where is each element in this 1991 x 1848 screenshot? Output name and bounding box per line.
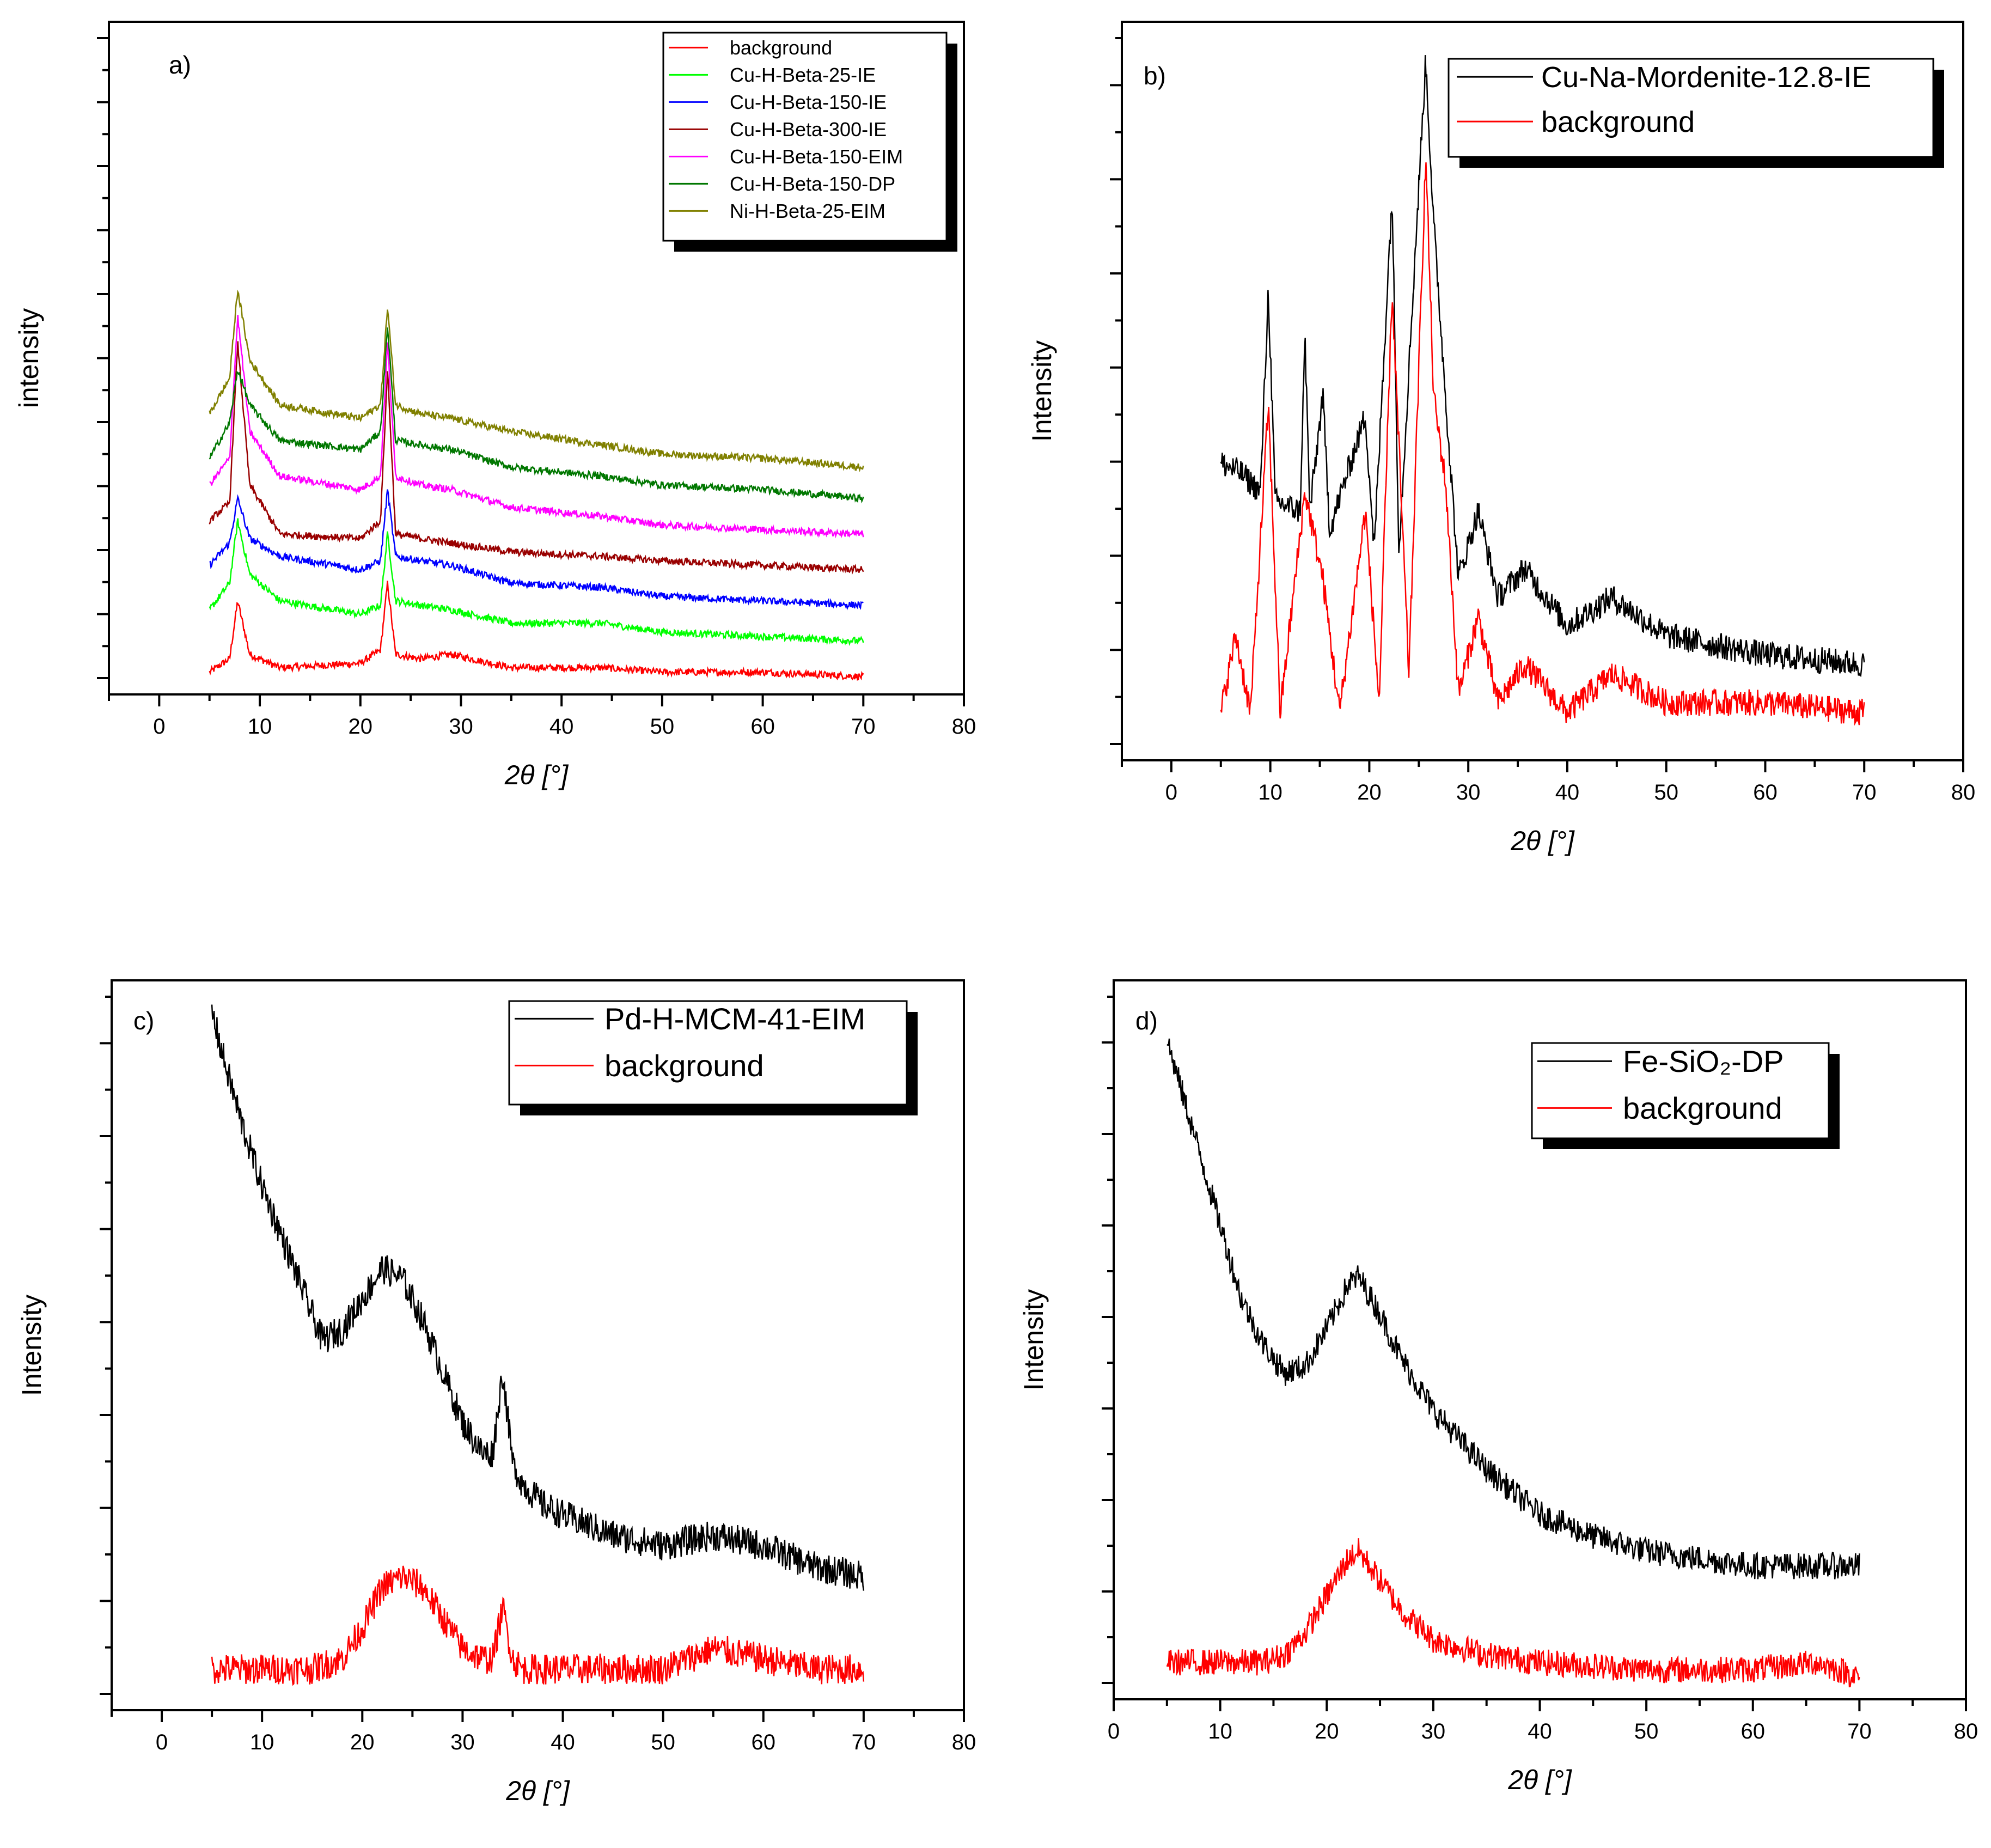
legend-entry: Cu-H-Beta-300-IE — [730, 118, 887, 141]
series-line-cu-na-mordenite-12-8-ie — [1220, 55, 1865, 677]
legend-entry: Cu-H-Beta-150-EIM — [730, 145, 903, 168]
legend-entry: background — [604, 1048, 764, 1083]
x-tick-label: 40 — [1528, 1719, 1552, 1743]
y-axis-title: Intensity — [1018, 1289, 1049, 1390]
x-tick-label: 70 — [1847, 1719, 1872, 1743]
series-line-background — [209, 581, 864, 681]
x-tick-label: 20 — [1357, 780, 1382, 804]
x-tick-label: 10 — [248, 715, 272, 739]
x-tick-label: 60 — [750, 715, 775, 739]
x-tick-label: 30 — [450, 1730, 475, 1754]
x-tick-label: 20 — [350, 1730, 375, 1754]
legend: Fe-SiO₂-DP background — [1531, 1042, 1840, 1149]
legend: background Cu-H-Beta-25-IE Cu-H-Beta-150-I… — [662, 32, 957, 252]
panel-d: 0 10 20 30 40 50 60 70 80 2θ [°] Intensity d) Fe-SiO… — [1018, 979, 1978, 1795]
plot-frame — [111, 979, 965, 1711]
legend-box — [662, 32, 948, 242]
panel-c: 0 10 20 30 40 50 60 70 80 2θ [°] Intensity c) Pd-H-M… — [16, 979, 976, 1806]
legend: Pd-H-MCM-41-EIM background — [508, 1000, 918, 1115]
series-line-background — [211, 1565, 865, 1686]
series-line-cu-h-beta-150-ie — [209, 489, 864, 611]
legend-entry: Cu-H-Beta-150-IE — [730, 91, 887, 113]
x-tick-label: 70 — [851, 715, 876, 739]
y-axis-title: Intensity — [16, 1295, 47, 1396]
series-line-cu-h-beta-25-ie — [209, 518, 864, 647]
x-tick-label: 20 — [349, 715, 373, 739]
panel-label: c) — [133, 1007, 154, 1035]
x-tick-label: 70 — [852, 1730, 876, 1754]
x-tick-label: 0 — [153, 715, 165, 739]
x-tick-label: 0 — [156, 1730, 168, 1754]
legend: Cu-Na-Mordenite-12.8-IE background — [1448, 58, 1944, 168]
legend-entry: Cu-H-Beta-150-DP — [730, 173, 895, 195]
legend-entry: background — [730, 36, 832, 59]
series-line-pd-h-mcm-41-eim — [211, 1004, 865, 1591]
series-line-cu-h-beta-300-ie — [209, 341, 864, 575]
panel-label: a) — [169, 51, 191, 79]
series-line-background — [1220, 162, 1865, 726]
y-axis-title: intensity — [14, 308, 44, 408]
x-tick-label: 10 — [250, 1730, 274, 1754]
series-line-cu-h-beta-150-dp — [209, 327, 864, 504]
x-axis-title: 2θ [°] — [505, 1776, 570, 1806]
panel-a: 0 10 20 30 40 50 60 70 80 2θ [°] intensity a) backgr… — [14, 21, 976, 790]
x-tick-label: 70 — [1852, 780, 1877, 804]
series-line-cu-h-beta-150-eim — [209, 315, 864, 539]
legend-entry: Pd-H-MCM-41-EIM — [604, 1002, 865, 1036]
x-tick-label: 10 — [1258, 780, 1282, 804]
x-tick-label: 0 — [1108, 1719, 1120, 1743]
legend-box — [1531, 1042, 1830, 1139]
x-tick-label: 40 — [1555, 780, 1580, 804]
x-tick-label: 80 — [1951, 780, 1976, 804]
x-tick-label: 60 — [1753, 780, 1778, 804]
x-tick-label: 50 — [650, 715, 675, 739]
x-tick-label: 0 — [1165, 780, 1177, 804]
panel-label: d) — [1135, 1007, 1158, 1035]
x-tick-label: 50 — [651, 1730, 675, 1754]
x-tick-label: 30 — [1456, 780, 1481, 804]
legend-entry: background — [1623, 1091, 1782, 1125]
legend-entry: Fe-SiO₂-DP — [1623, 1044, 1784, 1078]
legend-entry: Cu-Na-Mordenite-12.8-IE — [1541, 61, 1871, 94]
y-axis-title: Intensity — [1027, 340, 1057, 442]
x-tick-label: 40 — [549, 715, 574, 739]
x-tick-label: 30 — [1421, 1719, 1446, 1743]
x-tick-label: 80 — [1954, 1719, 1978, 1743]
x-axis-title: 2θ [°] — [1507, 1765, 1572, 1795]
x-tick-label: 80 — [952, 715, 976, 739]
x-axis-title: 2θ [°] — [1510, 826, 1575, 856]
plot-frame — [1121, 21, 1964, 761]
series-line-background — [1166, 1538, 1860, 1688]
series-line-ni-h-beta-25-eim — [209, 289, 864, 472]
x-tick-label: 50 — [1634, 1719, 1659, 1743]
x-tick-label: 80 — [952, 1730, 976, 1754]
x-tick-label: 50 — [1654, 780, 1678, 804]
x-tick-label: 10 — [1208, 1719, 1232, 1743]
panel-b: 0 10 20 30 40 50 60 70 80 2θ [°] Intensity b) Cu-Na-… — [1027, 21, 1976, 856]
legend-entry: Cu-H-Beta-25-IE — [730, 64, 876, 86]
legend-entry: background — [1541, 106, 1695, 138]
x-axis-title: 2θ [°] — [504, 760, 569, 790]
x-tick-label: 40 — [551, 1730, 575, 1754]
x-tick-label: 60 — [752, 1730, 776, 1754]
panel-label: b) — [1144, 62, 1166, 90]
legend-entry: Ni-H-Beta-25-EIM — [730, 200, 885, 222]
series-line-fe-sio2-dp — [1166, 1038, 1860, 1579]
legend-box — [1448, 58, 1934, 158]
x-tick-label: 20 — [1315, 1719, 1339, 1743]
x-tick-label: 30 — [449, 715, 473, 739]
x-tick-label: 60 — [1741, 1719, 1766, 1743]
